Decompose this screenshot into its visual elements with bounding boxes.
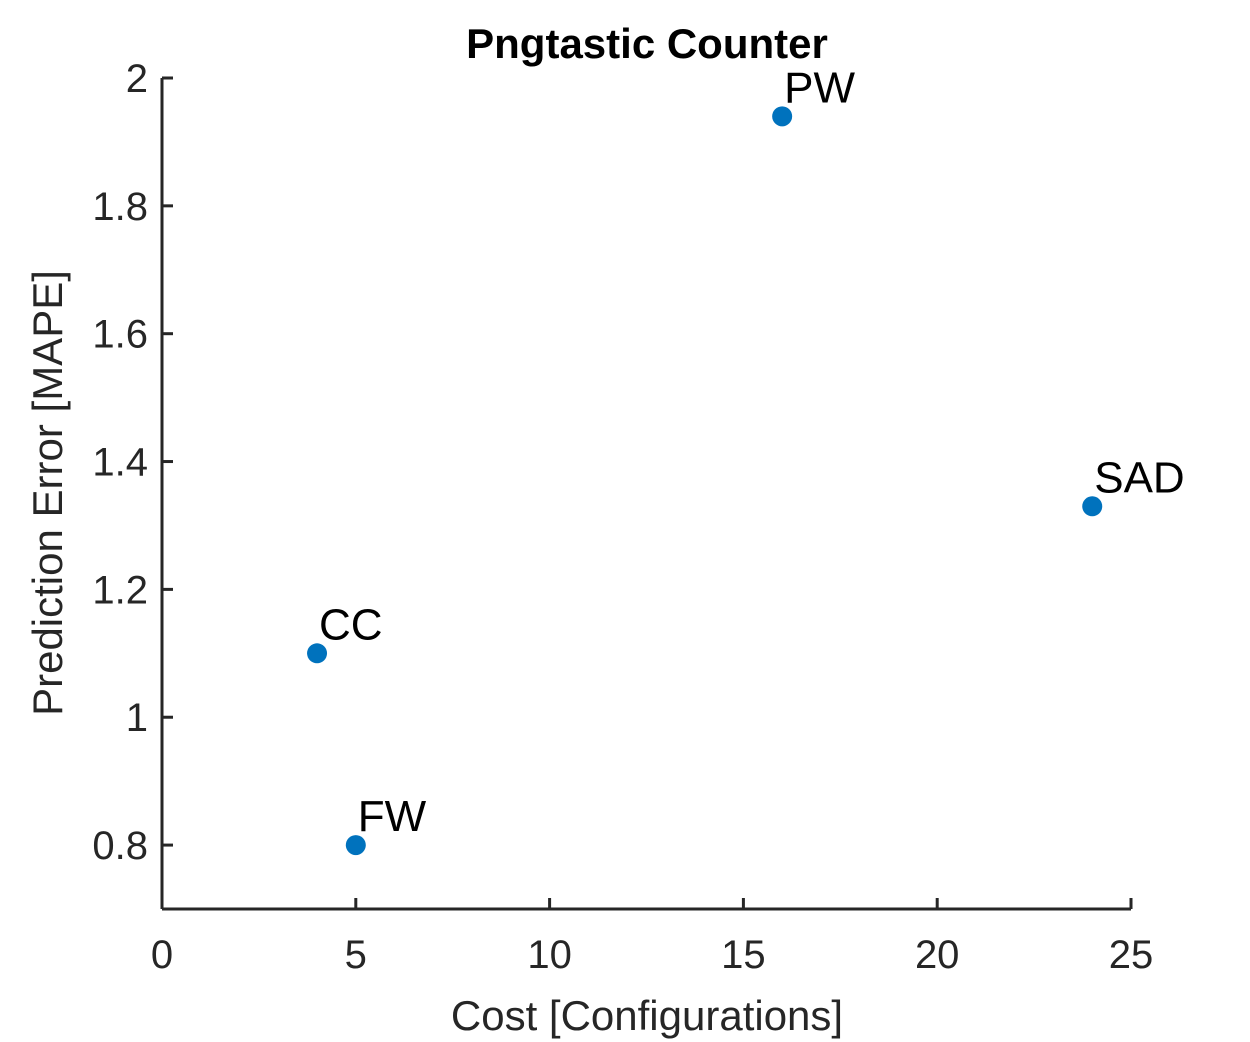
- y-tick-label: 1.2: [92, 568, 148, 612]
- x-axis-label: Cost [Configurations]: [451, 992, 843, 1039]
- y-tick-label: 0.8: [92, 824, 148, 868]
- y-tick-label: 1: [126, 696, 148, 740]
- data-point-fw: [345, 835, 366, 856]
- x-tick-label: 0: [151, 933, 173, 977]
- x-tick-label: 5: [345, 933, 367, 977]
- data-point-label-cc: CC: [319, 600, 383, 649]
- data-point-label-fw: FW: [358, 792, 427, 841]
- y-tick-label: 1.6: [92, 313, 148, 357]
- x-tick-label: 20: [915, 933, 960, 977]
- data-point-label-pw: PW: [784, 63, 855, 112]
- chart-title: Pngtastic Counter: [466, 20, 828, 67]
- y-tick-label: 2: [126, 57, 148, 101]
- x-tick-label: 10: [527, 933, 572, 977]
- y-tick-label: 1.4: [92, 441, 148, 485]
- x-tick-label: 25: [1109, 933, 1154, 977]
- y-tick-label: 1.8: [92, 185, 148, 229]
- data-point-cc: [307, 643, 328, 664]
- data-point-sad: [1082, 496, 1103, 517]
- data-points: PW SAD CC FW: [307, 63, 1185, 856]
- x-tick-label: 15: [721, 933, 766, 977]
- y-axis-label: Prediction Error [MAPE]: [24, 270, 71, 716]
- axes: 0 5 10 15 20 25 0.8 1 1.2 1.4 1.6 1.8 2: [92, 57, 1153, 977]
- data-point-pw: [772, 106, 793, 127]
- data-point-label-sad: SAD: [1094, 453, 1184, 502]
